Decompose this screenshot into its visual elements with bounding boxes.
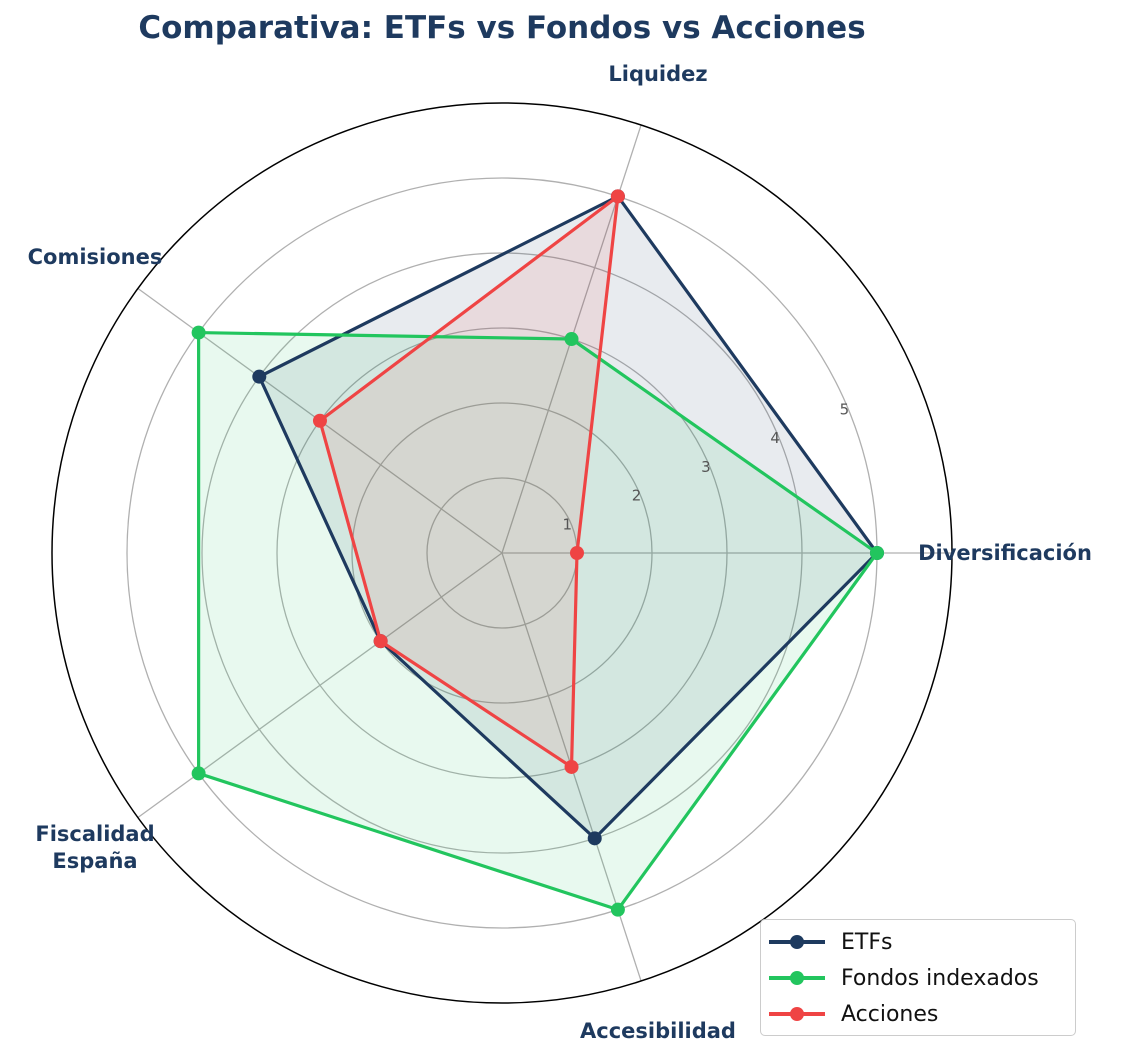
radial-tick-label: 4 [770,429,780,447]
axis-label: Accesibilidad [580,1019,736,1043]
data-point [610,189,625,204]
legend-label: Fondos indexados [841,965,1039,991]
legend-label: ETFs [841,929,893,955]
legend-item-acciones: Acciones [769,996,938,1032]
legend-label: Acciones [841,1001,939,1027]
legend-item-etfs: ETFs [769,924,892,960]
data-point [564,332,579,347]
axis-label: Diversificación [918,541,1092,565]
legend-marker-icon [769,930,825,954]
axis-label: Comisiones [28,245,163,269]
axis-label: Liquidez [608,62,707,86]
radial-tick-label: 2 [632,487,642,505]
series-line-1 [197,330,880,912]
data-point [587,831,602,846]
radial-tick-label: 1 [563,515,573,533]
legend: ETFs Fondos indexados Acciones [760,919,1076,1036]
outer-frame [51,102,953,1004]
legend-dot [790,935,804,949]
legend-dot [790,1007,804,1021]
data-point [191,766,206,781]
data-point [312,413,327,428]
series-line-2 [318,192,620,770]
data-point [191,325,206,340]
radial-tick-label: 5 [840,400,850,418]
data-point [570,546,584,560]
data-point [610,902,625,917]
data-point [564,759,579,774]
legend-dot [790,971,804,985]
legend-item-fondos: Fondos indexados [769,960,1039,996]
series-line-0 [257,194,880,841]
chart-title: Comparativa: ETFs vs Fondos vs Acciones [138,10,866,46]
legend-marker-icon [769,1002,825,1026]
radial-tick-label: 3 [701,458,711,476]
legend-marker-icon [769,966,825,990]
data-point [252,369,267,384]
data-point [373,634,388,649]
data-point [870,546,884,560]
axis-label: Fiscalidad España [35,822,154,873]
series-fill-1 [198,332,877,910]
series-fill-0 [259,196,877,839]
